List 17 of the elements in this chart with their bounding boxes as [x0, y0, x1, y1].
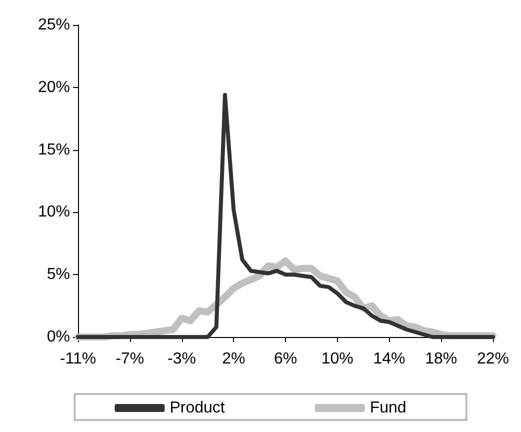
y-tick-label: 5% — [46, 266, 70, 284]
legend-label: Product — [170, 400, 226, 416]
x-tick-label: -7% — [116, 350, 144, 368]
x-tick-label: 2% — [222, 350, 246, 368]
y-tick-label: 10% — [38, 204, 70, 221]
y-tick-label: 15% — [38, 141, 70, 158]
x-tick-label: 10% — [321, 350, 354, 368]
x-tick-label: 22% — [476, 350, 510, 368]
y-tick-label: 25% — [38, 16, 70, 34]
x-tick-label: 18% — [425, 350, 458, 368]
x-tick-label: 6% — [274, 350, 298, 368]
x-tick-label: 14% — [373, 350, 406, 368]
x-tick-label: -3% — [168, 350, 196, 368]
y-tick-label: 20% — [38, 78, 70, 96]
legend-label: Fund — [370, 400, 406, 416]
x-tick-label: -11% — [60, 350, 96, 368]
y-tick-label: 0% — [46, 328, 70, 346]
